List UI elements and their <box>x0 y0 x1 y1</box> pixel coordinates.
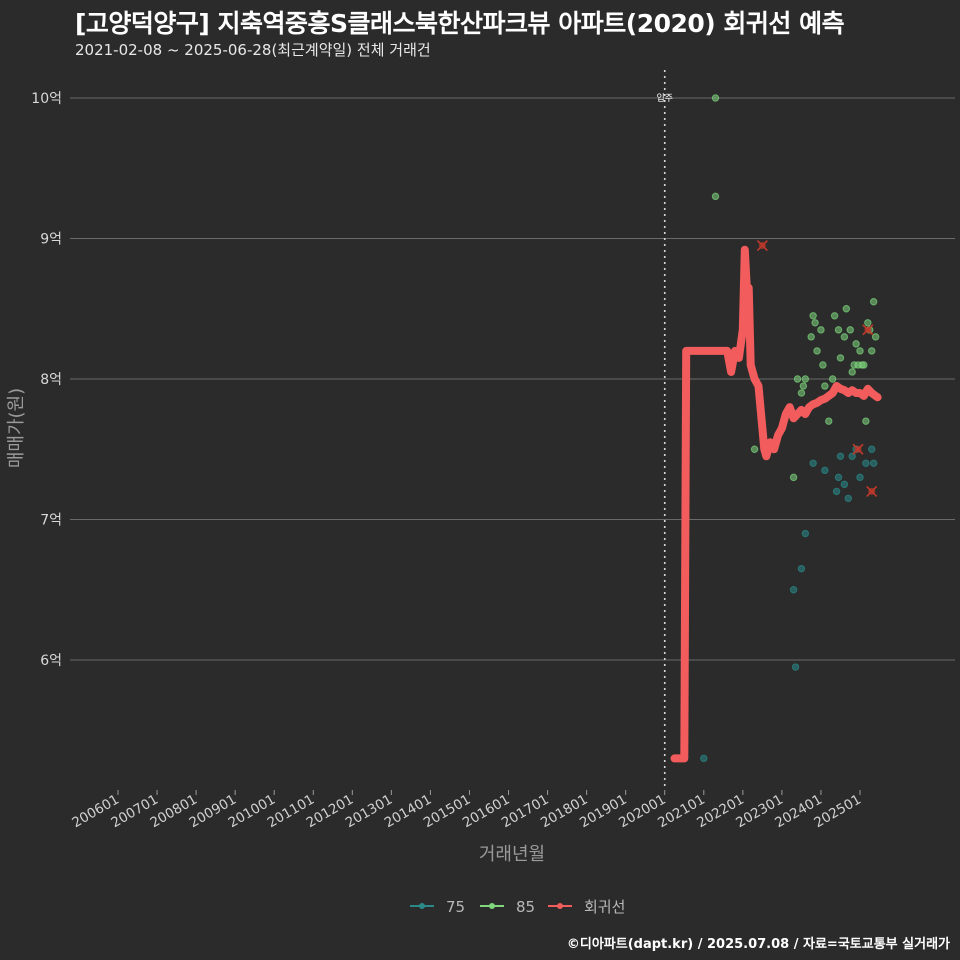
data-point-85 <box>799 382 808 390</box>
regression-line <box>670 245 882 763</box>
data-point-85 <box>825 417 833 425</box>
data-point-85 <box>834 326 843 334</box>
cancelled-cross-b <box>852 443 864 455</box>
data-point-85 <box>840 333 849 341</box>
y-tick-label: 6억 <box>40 653 62 669</box>
cancelled-cross-b <box>756 239 768 252</box>
legend-item-3: 회귀선 <box>548 898 625 916</box>
data-point-75 <box>821 466 829 475</box>
y-tick-label: 7억 <box>40 513 62 529</box>
data-point-85 <box>711 192 720 201</box>
legend-label: 75 <box>446 898 465 916</box>
x-axis-title: 거래년월 <box>479 844 545 865</box>
data-point-85 <box>793 375 802 383</box>
cancelled-cross-b <box>866 485 878 497</box>
chart-subtitle: 2021-02-08 ~ 2025-06-28(최근계약일) 전체 거래건 <box>75 41 431 59</box>
cancelled-point <box>866 485 878 497</box>
x-axis-ticks: 2006012007012008012009012010012011012012… <box>69 790 864 831</box>
data-point-75 <box>801 529 810 538</box>
data-point-85 <box>807 333 815 341</box>
data-point-85 <box>848 368 856 376</box>
data-point-85 <box>852 340 860 348</box>
data-point-75 <box>789 586 798 594</box>
data-point-75 <box>791 663 800 671</box>
series-75 <box>700 445 878 763</box>
data-point-85 <box>711 94 720 102</box>
data-point-85 <box>821 382 829 390</box>
y-tick-label: 8억 <box>40 372 62 388</box>
data-point-85 <box>750 445 759 453</box>
data-point-75 <box>797 564 806 573</box>
legend: 75 85 회귀선 <box>410 898 625 916</box>
legend-swatch-dot <box>419 903 425 909</box>
data-point-85 <box>828 375 837 383</box>
data-point-85 <box>860 361 868 369</box>
data-point-85 <box>868 347 876 355</box>
data-point-75 <box>862 459 870 467</box>
y-axis-title: 매매가(원) <box>6 388 27 468</box>
legend-item-2: 85 <box>480 898 535 916</box>
data-point-75 <box>834 473 843 482</box>
source-footer: ©디아파트(dapt.kr) / 2025.07.08 / 자료=국토교통부 실… <box>566 937 950 952</box>
legend-label: 85 <box>516 898 535 916</box>
data-point-75 <box>840 480 849 489</box>
data-point-85 <box>836 354 845 362</box>
data-point-85 <box>842 305 851 313</box>
data-point-85 <box>809 312 817 320</box>
legend-label: 회귀선 <box>584 898 625 916</box>
data-point-75 <box>868 445 876 453</box>
series-85 <box>711 94 880 482</box>
plot-panel <box>70 62 955 790</box>
data-point-85 <box>801 375 810 383</box>
data-point-85 <box>817 326 825 334</box>
data-point-75 <box>809 459 817 467</box>
data-point-85 <box>856 347 864 355</box>
y-tick-label: 9억 <box>40 232 62 248</box>
legend-swatch-dot <box>557 903 563 909</box>
cancelled-cross-b <box>862 324 874 336</box>
data-point-75 <box>700 754 708 763</box>
y-tick-label: 10억 <box>31 91 62 107</box>
data-point-85 <box>811 319 819 327</box>
legend-item-1: 75 <box>410 898 465 916</box>
cancelled-points <box>756 239 878 497</box>
data-point-75 <box>848 452 856 460</box>
data-point-85 <box>864 319 872 327</box>
data-point-75 <box>832 487 841 496</box>
data-point-85 <box>869 298 878 306</box>
data-point-75 <box>836 452 845 460</box>
data-point-75 <box>844 494 852 503</box>
data-point-85 <box>846 326 854 334</box>
data-point-75 <box>856 473 864 482</box>
data-point-85 <box>797 389 806 397</box>
move-in-label: 입주 <box>656 92 673 104</box>
data-point-85 <box>813 347 821 355</box>
legend-swatch-dot <box>489 903 495 909</box>
data-point-85 <box>862 417 870 425</box>
cancelled-point <box>852 443 864 455</box>
chart-title: [고양덕양구] 지축역중흥S클래스북한산파크뷰 아파트(2020) 회귀선 예측 <box>75 9 845 38</box>
data-point-85 <box>830 312 839 320</box>
data-point-85 <box>789 473 798 482</box>
data-point-85 <box>819 361 827 369</box>
cancelled-point <box>756 239 768 252</box>
y-gridlines: 6억 7억 8억 9억 10억 <box>31 91 955 669</box>
data-point-85 <box>871 333 880 341</box>
cancelled-point <box>862 324 874 336</box>
data-point-75 <box>869 459 878 467</box>
